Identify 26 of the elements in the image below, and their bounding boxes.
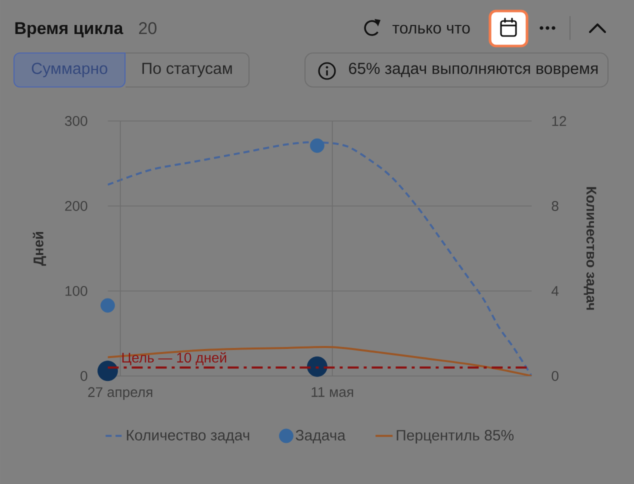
point: [310, 138, 324, 153]
y2-tick-label: 12: [552, 116, 566, 126]
text: только что: [392, 24, 470, 34]
legend-label: Количество задач: [126, 430, 250, 444]
ref-line-label: Цель — 10 дней: [122, 352, 226, 366]
text: 65% задач выполняются вовремя: [349, 62, 598, 78]
point: [98, 360, 118, 382]
chart-subtitle: 20: [139, 22, 156, 34]
y-axis-title: Дней: [32, 232, 46, 266]
point: [100, 298, 115, 313]
y2-tick-label: 4: [552, 286, 559, 296]
point: [306, 356, 328, 377]
x-tick-label: 27 апреля: [88, 387, 152, 400]
y2-tick-label: 8: [552, 201, 558, 211]
legend-label: Задача: [296, 430, 346, 444]
y-tick-label: 0: [80, 371, 88, 381]
x-tick-label: 11 мая: [312, 387, 354, 397]
y-tick-label: 200: [65, 201, 88, 211]
y-tick-label: 300: [64, 116, 88, 126]
chart-title: Время цикла: [15, 22, 124, 38]
y2-tick-label: 0: [552, 371, 558, 381]
y2-axis-title: Количество задач: [584, 187, 596, 310]
legend-label: Перцентиль 85%: [396, 430, 514, 444]
y-tick-label: 100: [66, 286, 88, 296]
text: По статусам: [142, 62, 232, 78]
text: Суммарно: [32, 62, 108, 78]
